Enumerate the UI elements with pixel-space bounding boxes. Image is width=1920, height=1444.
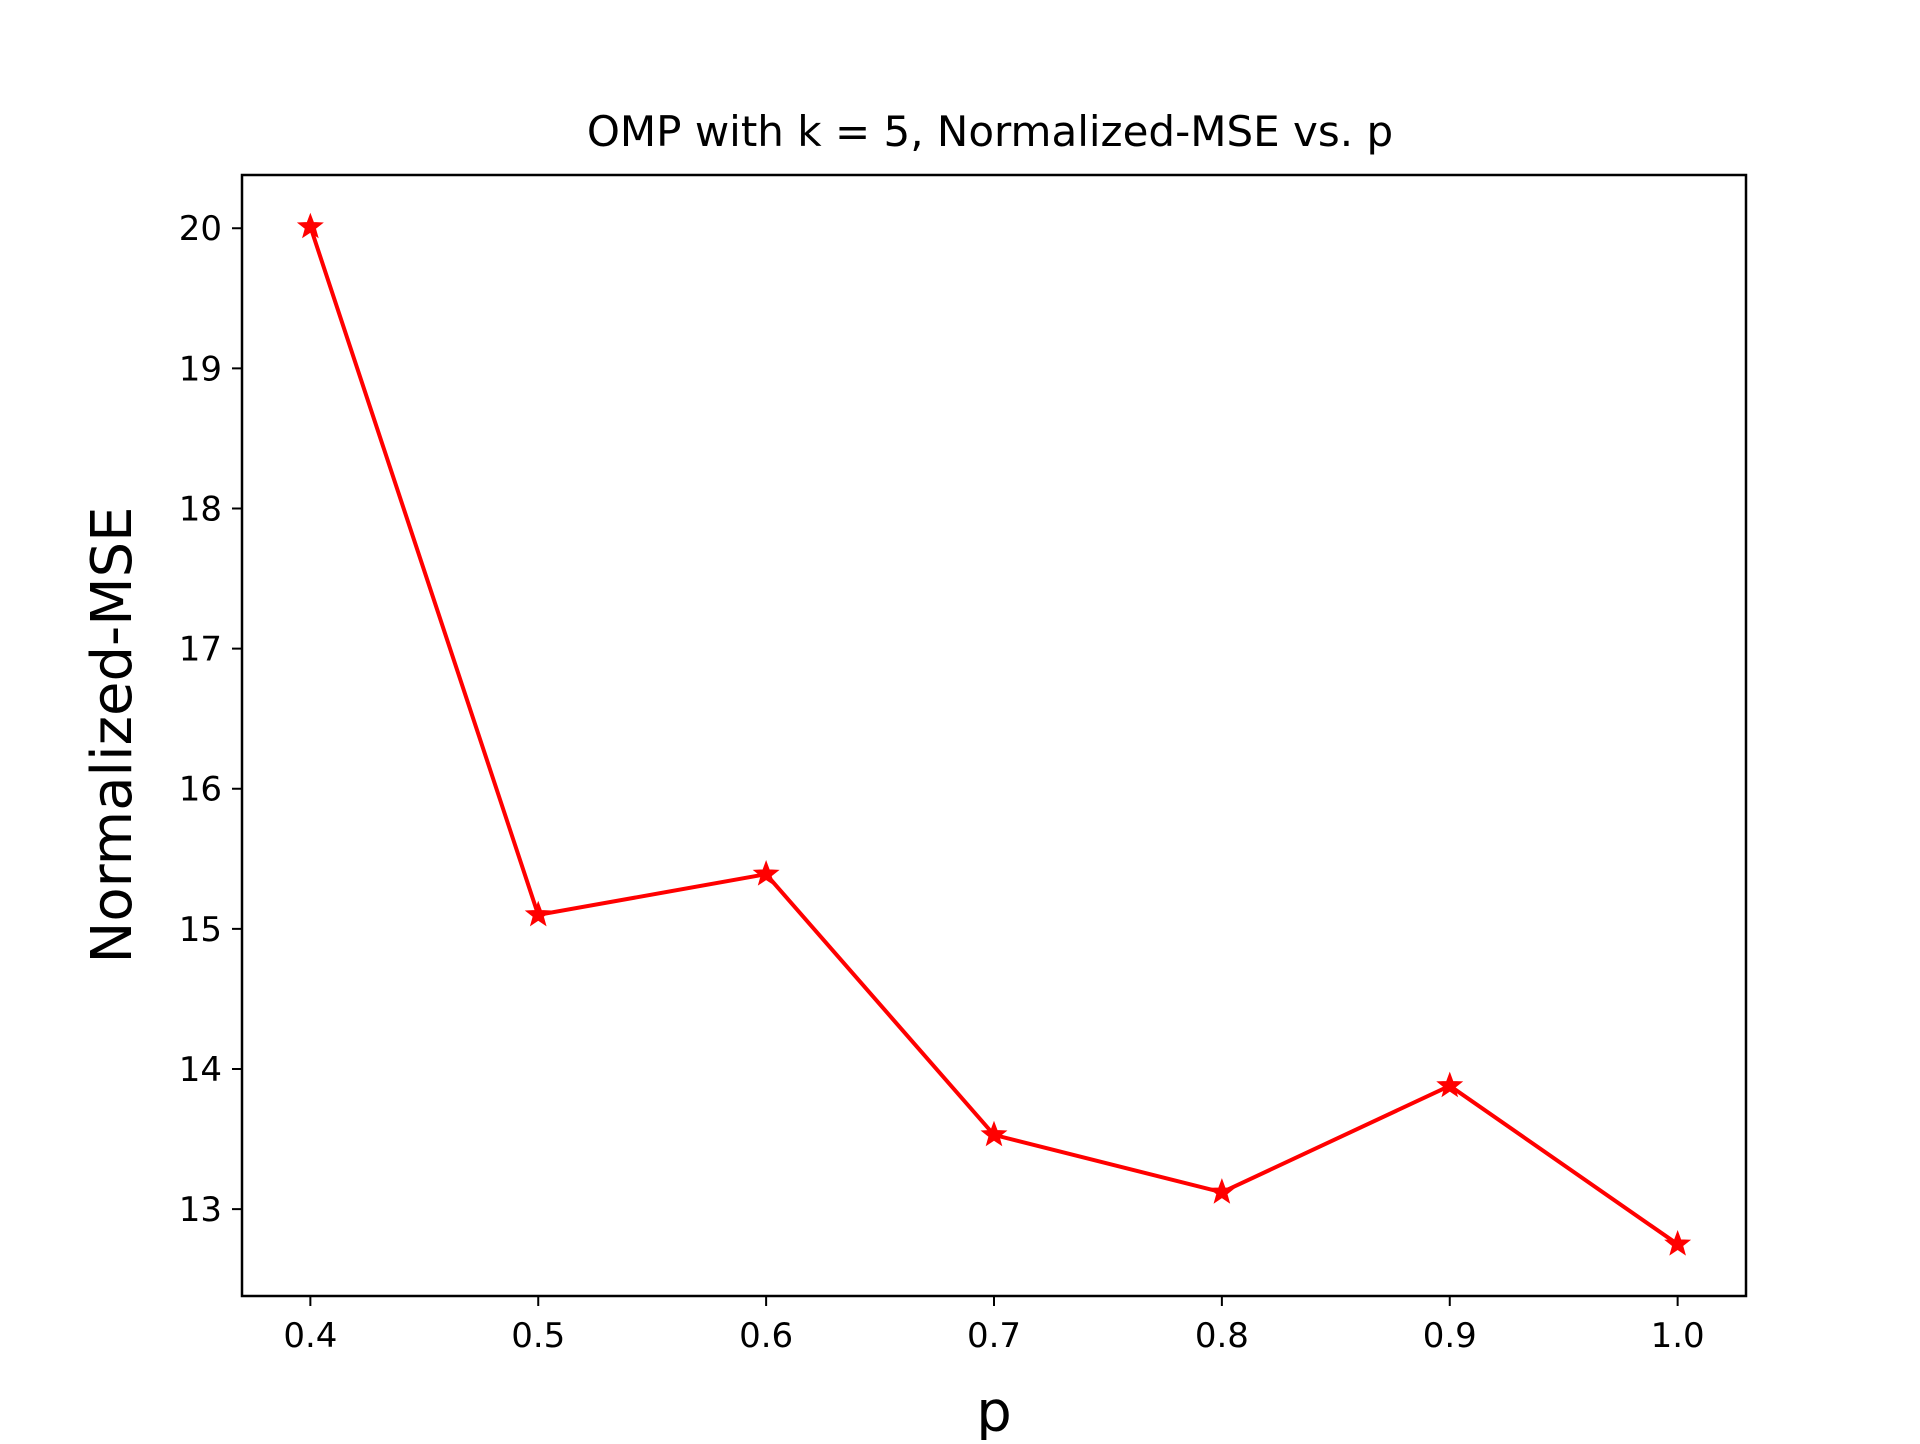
data-point-marker — [1208, 1178, 1236, 1204]
data-point-marker — [296, 212, 324, 239]
x-tick-label: 0.4 — [283, 1316, 337, 1356]
chart-title: OMP with k = 5, Normalized-MSE vs. p — [587, 107, 1393, 156]
y-tick-label: 19 — [179, 349, 222, 389]
x-tick-label: 0.5 — [511, 1316, 565, 1356]
y-tick-label: 15 — [179, 910, 222, 950]
plot-area — [296, 212, 1692, 1256]
y-tick-label: 16 — [179, 770, 222, 810]
x-tick-label: 0.9 — [1423, 1316, 1477, 1356]
y-axis: 13 14 15 16 17 18 19 20 — [179, 209, 242, 1230]
x-tick-label: 0.7 — [967, 1316, 1021, 1356]
x-axis-label: p — [976, 1380, 1012, 1440]
data-point-marker — [752, 860, 780, 886]
x-tick-label: 0.6 — [739, 1316, 793, 1356]
y-tick-label: 17 — [179, 630, 222, 670]
data-point-marker — [524, 900, 552, 927]
data-point-marker — [1436, 1071, 1464, 1098]
y-tick-label: 20 — [179, 209, 222, 249]
data-point-marker — [1664, 1229, 1692, 1256]
y-tick-label: 18 — [179, 489, 222, 529]
y-tick-label: 13 — [179, 1190, 222, 1230]
data-point-marker — [980, 1120, 1008, 1147]
x-tick-label: 1.0 — [1651, 1316, 1705, 1356]
y-axis-label: Normalized-MSE — [80, 506, 145, 963]
y-tick-label: 14 — [179, 1050, 222, 1090]
x-axis: 0.4 0.5 0.6 0.7 0.8 0.9 1.0 — [283, 1296, 1705, 1356]
x-tick-label: 0.8 — [1195, 1316, 1249, 1356]
